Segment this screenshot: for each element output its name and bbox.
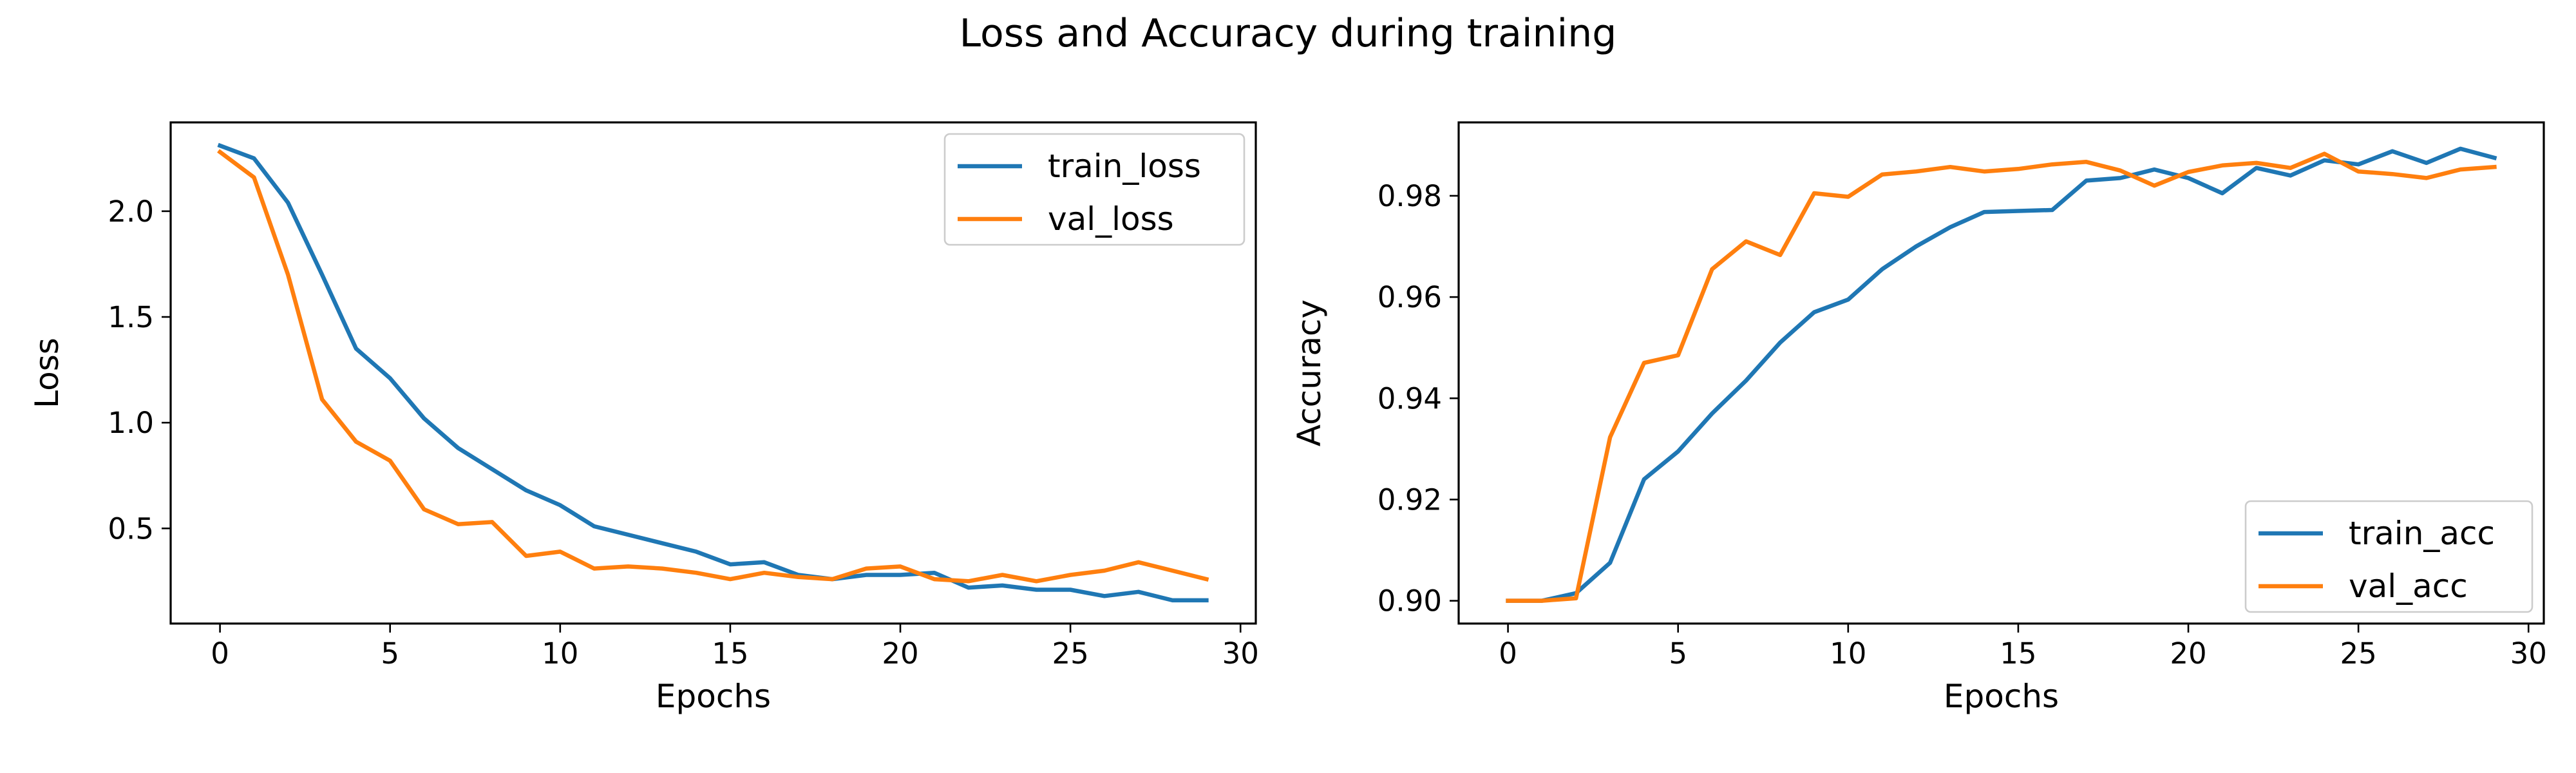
loss-y-tick-label: 1.0 bbox=[108, 406, 154, 440]
accuracy-y-tick-label: 0.94 bbox=[1378, 381, 1442, 415]
loss-plot-frame bbox=[169, 121, 1257, 625]
loss-chart: 0 5 10 15 20 25 30 0.5 1.0 1.5 2.0 Epochs Loss train_… bbox=[28, 121, 1259, 715]
accuracy-y-tick-label: 0.90 bbox=[1378, 584, 1442, 618]
loss-x-tick-label: 15 bbox=[712, 636, 748, 671]
accuracy-y-tick-label: 0.96 bbox=[1378, 280, 1442, 314]
loss-x-tick-label: 20 bbox=[882, 636, 918, 671]
accuracy-x-axis-label: Epochs bbox=[1944, 678, 2059, 715]
accuracy-x-tick-label: 5 bbox=[1669, 636, 1687, 671]
loss-x-tick-label: 30 bbox=[1222, 636, 1259, 671]
accuracy-x-tick-label: 10 bbox=[1830, 636, 1866, 671]
accuracy-x-tick-label: 15 bbox=[2000, 636, 2036, 671]
val-acc-legend-label: val_acc bbox=[2349, 568, 2468, 605]
accuracy-y-axis-label: Accuracy bbox=[1291, 300, 1328, 446]
val-acc-line bbox=[1506, 151, 2497, 603]
accuracy-y-tick-label: 0.98 bbox=[1378, 179, 1442, 213]
accuracy-x-tick-label: 20 bbox=[2170, 636, 2206, 671]
accuracy-x-tick-label: 30 bbox=[2510, 636, 2547, 671]
loss-y-tick-label: 1.5 bbox=[108, 300, 154, 334]
loss-y-tick-label: 0.5 bbox=[108, 511, 154, 546]
train-acc-line bbox=[1506, 146, 2497, 603]
accuracy-plot-frame bbox=[1457, 121, 2545, 625]
loss-x-tick-label: 10 bbox=[542, 636, 578, 671]
accuracy-y-tick-label: 0.92 bbox=[1378, 482, 1442, 517]
loss-y-tick-label: 2.0 bbox=[108, 195, 154, 229]
figure-title: Loss and Accuracy during training bbox=[960, 11, 1617, 56]
loss-legend: train_loss val_loss bbox=[943, 133, 1245, 246]
accuracy-x-tick-label: 25 bbox=[2340, 636, 2376, 671]
loss-x-tick-label: 5 bbox=[381, 636, 399, 671]
train-loss-line bbox=[217, 142, 1209, 603]
loss-x-tick-label: 0 bbox=[211, 636, 229, 671]
train-loss-legend-label: train_loss bbox=[1048, 148, 1201, 185]
val-loss-legend-label: val_loss bbox=[1048, 200, 1174, 238]
accuracy-chart: 0 5 10 15 20 25 30 0.90 0.92 0.94 0.96 0.98 Epochs Ac… bbox=[1291, 121, 2547, 715]
accuracy-legend: train_acc val_acc bbox=[2244, 500, 2533, 613]
loss-x-axis-label: Epochs bbox=[656, 678, 771, 715]
accuracy-x-tick-label: 0 bbox=[1499, 636, 1517, 671]
val-loss-line bbox=[217, 149, 1209, 584]
loss-x-tick-label: 25 bbox=[1052, 636, 1088, 671]
loss-y-axis-label: Loss bbox=[28, 338, 66, 408]
train-acc-legend-label: train_acc bbox=[2349, 515, 2495, 552]
